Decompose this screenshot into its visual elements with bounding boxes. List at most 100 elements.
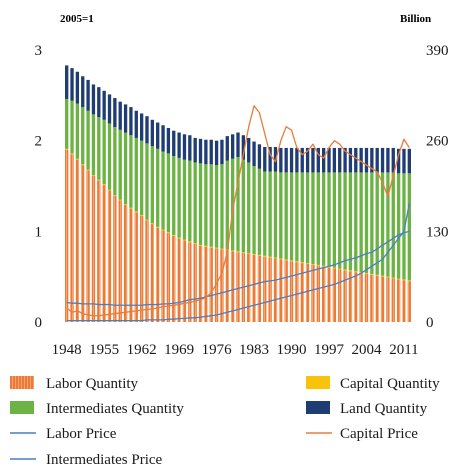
bar-intermediates-quantity bbox=[311, 172, 315, 264]
bar-land-quantity bbox=[70, 68, 74, 101]
bar-land-quantity bbox=[225, 136, 229, 161]
bar-intermediates-quantity bbox=[97, 117, 101, 180]
left-y-tick-label: 3 bbox=[35, 43, 43, 59]
bar-capital-quantity bbox=[348, 270, 353, 272]
bar-labor-quantity bbox=[166, 233, 171, 322]
bar-labor-quantity bbox=[289, 261, 294, 322]
bar-capital-quantity bbox=[230, 250, 235, 252]
bar-capital-quantity bbox=[107, 189, 112, 191]
bar-capital-quantity bbox=[204, 245, 208, 247]
bar-capital-quantity bbox=[354, 271, 358, 273]
bar-capital-quantity bbox=[81, 164, 85, 166]
bar-capital-quantity bbox=[279, 258, 283, 260]
bar-intermediates-quantity bbox=[375, 172, 379, 275]
bar-capital-quantity bbox=[236, 251, 240, 253]
x-tick-label: 1962 bbox=[127, 342, 157, 358]
bar-capital-quantity bbox=[75, 158, 80, 160]
legend-label-labor-price: Labor Price bbox=[46, 426, 117, 442]
legend-swatch-intermediates-quantity bbox=[10, 401, 34, 414]
right-axis-unit: Billion bbox=[400, 13, 431, 25]
bar-labor-quantity bbox=[284, 260, 288, 322]
bar-labor-quantity bbox=[305, 263, 310, 322]
bar-land-quantity bbox=[305, 147, 310, 173]
bar-labor-quantity bbox=[150, 224, 154, 322]
bar-capital-quantity bbox=[252, 254, 256, 255]
bar-intermediates-quantity bbox=[107, 123, 112, 190]
bar-land-quantity bbox=[311, 147, 315, 173]
bar-land-quantity bbox=[193, 137, 197, 163]
bar-labor-quantity bbox=[118, 200, 122, 322]
bar-intermediates-quantity bbox=[343, 172, 347, 270]
bar-intermediates-quantity bbox=[225, 160, 229, 250]
bar-land-quantity bbox=[91, 84, 96, 115]
bar-labor-quantity bbox=[391, 278, 395, 322]
legend-label-land-quantity: Land Quantity bbox=[340, 401, 428, 417]
bar-labor-quantity bbox=[295, 262, 299, 322]
bar-labor-quantity bbox=[386, 277, 390, 322]
bar-land-quantity bbox=[161, 125, 165, 152]
bar-intermediates-quantity bbox=[338, 172, 342, 269]
bar-land-quantity bbox=[279, 147, 283, 173]
bar-intermediates-quantity bbox=[102, 119, 106, 185]
bar-labor-quantity bbox=[161, 230, 165, 322]
bar-labor-quantity bbox=[209, 247, 213, 322]
bar-intermediates-quantity bbox=[161, 151, 165, 230]
left-y-tick-label: 0 bbox=[35, 315, 43, 331]
bar-intermediates-quantity bbox=[295, 172, 299, 262]
bar-capital-quantity bbox=[311, 263, 315, 265]
bar-capital-quantity bbox=[295, 261, 299, 263]
line-layer bbox=[66, 105, 410, 322]
bar-intermediates-quantity bbox=[273, 171, 278, 258]
bar-capital-quantity bbox=[161, 229, 165, 231]
bar-capital-quantity bbox=[247, 253, 251, 254]
left-axis-unit: 2005=1 bbox=[60, 13, 94, 25]
bar-intermediates-quantity bbox=[220, 164, 224, 249]
bar-intermediates-quantity bbox=[268, 171, 272, 257]
bar-intermediates-quantity bbox=[386, 172, 390, 277]
bar-labor-quantity bbox=[188, 242, 192, 322]
bar-land-quantity bbox=[113, 98, 117, 128]
x-tick-label: 1997 bbox=[314, 342, 345, 358]
bar-labor-quantity bbox=[247, 254, 251, 322]
bar-capital-quantity bbox=[375, 274, 379, 276]
bar-land-quantity bbox=[268, 147, 272, 172]
bar-capital-quantity bbox=[241, 252, 246, 254]
bar-land-quantity bbox=[166, 127, 171, 154]
bar-capital-quantity bbox=[396, 278, 401, 280]
bar-intermediates-quantity bbox=[166, 153, 171, 233]
bar-intermediates-quantity bbox=[156, 148, 160, 227]
bar-labor-quantity bbox=[338, 269, 342, 322]
bar-capital-quantity bbox=[86, 169, 90, 171]
axes-layer: 0 1 2 3 0 130 260 390 1948 1955 1962 1969 1976 1983 19… bbox=[35, 43, 449, 358]
bar-capital-quantity bbox=[177, 237, 181, 239]
bar-capital-quantity bbox=[188, 241, 192, 243]
bar-intermediates-quantity bbox=[332, 172, 337, 268]
line-capital-price bbox=[66, 105, 410, 317]
legend-label-capital-price: Capital Price bbox=[340, 426, 418, 442]
bar-intermediates-quantity bbox=[241, 159, 246, 253]
bar-intermediates-quantity bbox=[236, 156, 240, 252]
bar-land-quantity bbox=[247, 137, 251, 163]
bar-intermediates-quantity bbox=[129, 135, 133, 208]
bar-labor-quantity bbox=[172, 235, 176, 322]
bar-labor-quantity bbox=[113, 195, 117, 322]
bar-labor-quantity bbox=[364, 273, 369, 322]
bar-land-quantity bbox=[295, 147, 299, 173]
bar-intermediates-quantity bbox=[65, 98, 69, 149]
bar-intermediates-quantity bbox=[327, 172, 331, 267]
bar-intermediates-quantity bbox=[252, 166, 256, 254]
x-tick-label: 2004 bbox=[351, 342, 382, 358]
bar-intermediates-quantity bbox=[396, 173, 401, 279]
bar-intermediates-quantity bbox=[172, 156, 176, 235]
bar-labor-quantity bbox=[102, 185, 106, 322]
bar-capital-quantity bbox=[289, 260, 294, 262]
bar-intermediates-quantity bbox=[289, 172, 294, 261]
bar-land-quantity bbox=[172, 130, 176, 157]
bar-labor-quantity bbox=[268, 257, 272, 322]
bar-intermediates-quantity bbox=[123, 132, 128, 205]
right-y-tick-label: 390 bbox=[426, 43, 449, 59]
bar-labor-quantity bbox=[370, 274, 374, 322]
bar-capital-quantity bbox=[257, 254, 262, 256]
bar-capital-quantity bbox=[129, 207, 133, 209]
bar-land-quantity bbox=[402, 148, 406, 174]
